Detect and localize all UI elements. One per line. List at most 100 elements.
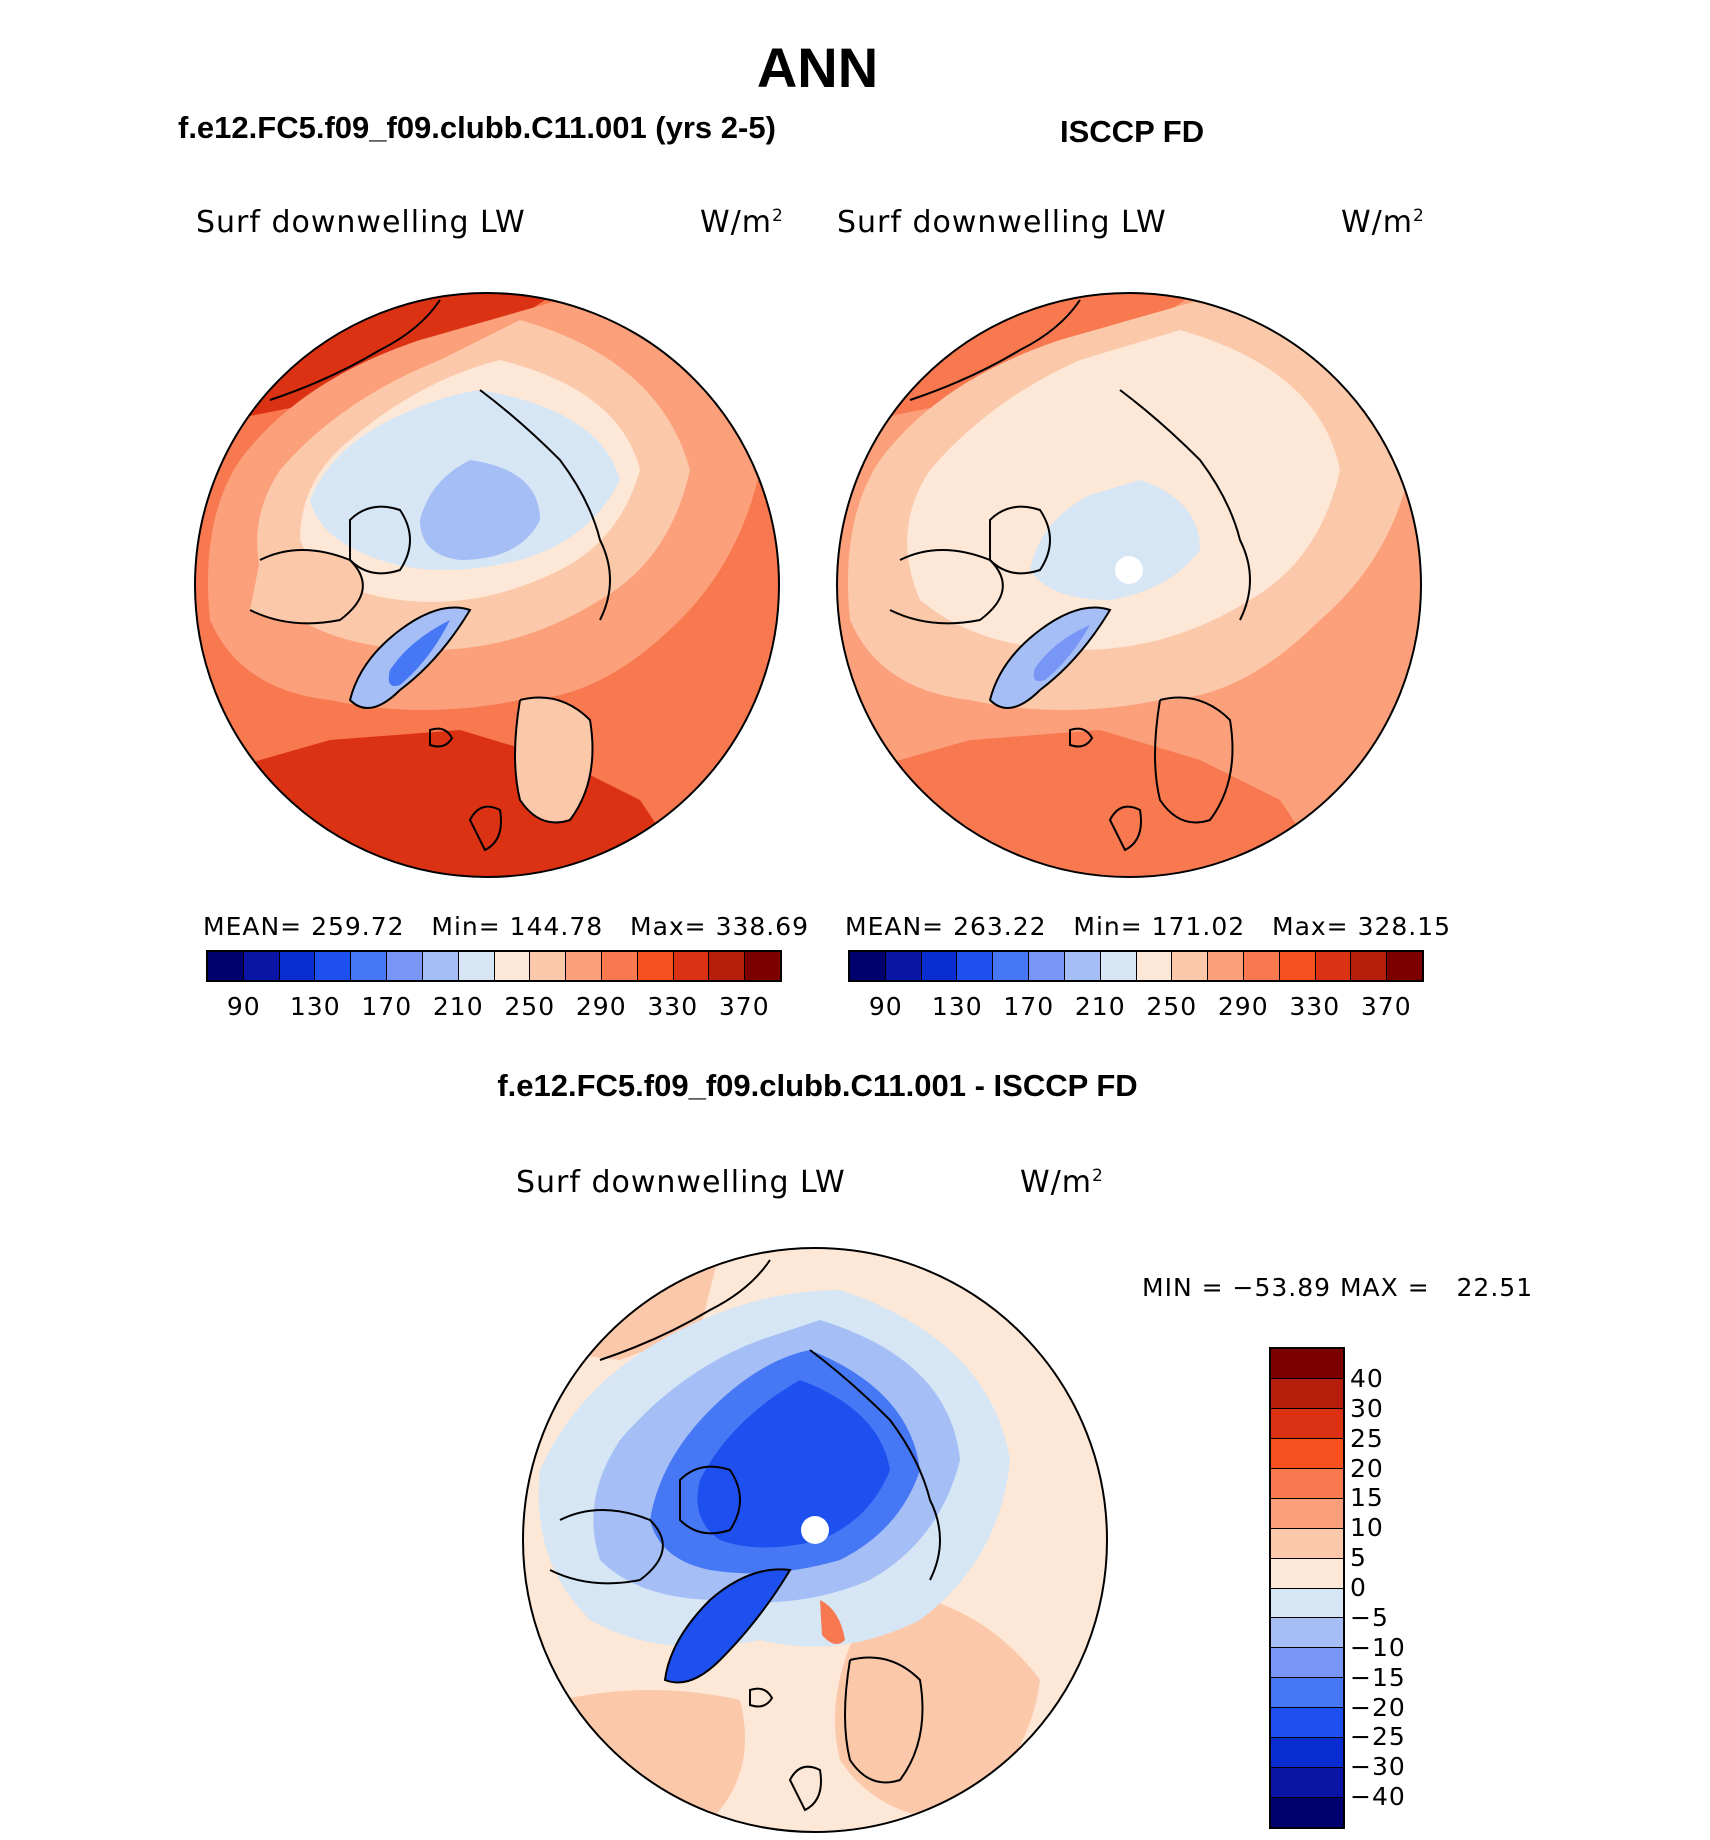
diff-colorbar-swatch-11	[1271, 1678, 1343, 1709]
left-colorbar-swatch-8	[494, 952, 531, 980]
left-stats: MEAN= 259.72 Min= 144.78 Max= 338.69	[203, 912, 809, 941]
left-case-title: f.e12.FC5.f09_f09.clubb.C11.001 (yrs 2-5…	[178, 110, 776, 145]
right-units-text: W/m	[1341, 205, 1413, 240]
diff-units-label: W/m2	[1020, 1165, 1104, 1200]
left-colorbar-swatch-3	[315, 952, 352, 980]
left-colorbar-tick-label: 90	[226, 992, 261, 1021]
right-colorbar-swatch-12	[1279, 952, 1316, 980]
left-field-hudson	[250, 550, 363, 624]
right-colorbar-swatch-2	[921, 952, 958, 980]
diff-colorbar-swatch-13	[1271, 1738, 1343, 1769]
diff-colorbar-swatch-12	[1271, 1708, 1343, 1739]
left-coast-greenland	[348, 606, 472, 709]
diff-field-europe-positive	[835, 1590, 1040, 1820]
diff-colorbar-tick-label: 0	[1350, 1573, 1367, 1602]
right-coast-greenland	[988, 606, 1112, 709]
diff-colorbar-tick-label: 25	[1350, 1423, 1384, 1453]
left-max-label: Max=	[630, 912, 707, 941]
left-units-text: W/m	[700, 205, 772, 240]
left-colorbar	[206, 950, 782, 982]
right-colorbar-tick-label: 130	[931, 992, 983, 1021]
left-coast-iceland	[429, 727, 454, 748]
diff-coast-siberia	[809, 1349, 941, 1581]
right-coast-iceland	[1069, 727, 1094, 748]
diff-colorbar-tick-label: 15	[1350, 1483, 1384, 1513]
diff-colorbar-swatch-0	[1271, 1349, 1343, 1379]
right-field-neutral-cool	[1030, 480, 1200, 600]
diff-colorbar-tick-label: −30	[1350, 1752, 1406, 1782]
left-coast-archipelago	[349, 505, 411, 575]
diff-max-label: MAX =	[1339, 1273, 1430, 1302]
right-field-pole-hole	[1115, 556, 1143, 584]
left-min-label: Min=	[431, 912, 501, 941]
left-variable-label: Surf downwelling LW	[196, 205, 526, 240]
left-coast-alaska	[269, 299, 441, 401]
diff-coast-britain	[788, 1765, 822, 1812]
diff-colorbar-swatch-15	[1271, 1798, 1343, 1827]
diff-colorbar-tick-label: −10	[1350, 1632, 1406, 1662]
diff-colorbar-tick-label: 40	[1350, 1363, 1384, 1393]
right-colorbar-tick-label: 330	[1289, 992, 1341, 1021]
left-min-value: 144.78	[509, 912, 604, 941]
diff-colorbar-tick-label: −25	[1350, 1722, 1406, 1752]
left-coast-britain	[468, 805, 502, 852]
right-colorbar-tick-label: 250	[1146, 992, 1198, 1021]
diff-coast-hudson	[549, 1509, 664, 1585]
right-units-label: W/m2	[1341, 205, 1425, 240]
right-stats: MEAN= 263.22 Min= 171.02 Max= 328.15	[845, 912, 1451, 941]
diff-field-positive-spot	[820, 1600, 845, 1644]
left-colorbar-tick-label: 250	[504, 992, 556, 1021]
diff-colorbar-tick-label: −15	[1350, 1662, 1406, 1692]
diff-coast-archipelago	[679, 1465, 741, 1535]
diff-colorbar-swatch-4	[1271, 1468, 1343, 1499]
diff-minmax: MIN = −53.89 MAX = 22.51	[1142, 1273, 1533, 1302]
right-coast-britain	[1108, 805, 1142, 852]
diff-colorbar-swatch-14	[1271, 1768, 1343, 1799]
left-colorbar-swatch-5	[387, 952, 423, 980]
diff-colorbar-swatch-3	[1271, 1438, 1343, 1469]
right-colorbar-swatch-4	[993, 952, 1030, 980]
right-mean-label: MEAN=	[845, 912, 945, 941]
left-colorbar-tick-label: 290	[575, 992, 627, 1021]
diff-max-value: 22.51	[1456, 1273, 1534, 1302]
right-colorbar-swatch-10	[1208, 952, 1244, 980]
right-colorbar-swatch-14	[1351, 952, 1388, 980]
right-max-label: Max=	[1272, 912, 1349, 941]
diff-colorbar-swatch-9	[1271, 1618, 1343, 1649]
diff-units-sup: 2	[1092, 1166, 1104, 1186]
diff-polar-map	[523, 1248, 1107, 1832]
diff-min-value: −53.89	[1232, 1273, 1332, 1302]
right-colorbar-tick-label: 90	[868, 992, 903, 1021]
left-colorbar-tick-label: 370	[718, 992, 770, 1021]
diff-colorbar-tick-label: −20	[1350, 1692, 1406, 1722]
left-colorbar-swatch-0	[208, 952, 244, 980]
left-colorbar-swatch-9	[530, 952, 567, 980]
left-field-ice	[420, 460, 540, 560]
left-colorbar-swatch-7	[458, 952, 495, 980]
diff-colorbar-swatch-10	[1271, 1648, 1343, 1679]
diff-variable-label: Surf downwelling LW	[516, 1165, 846, 1200]
diff-field-greenland-negative	[665, 1569, 790, 1683]
right-colorbar-swatch-1	[885, 952, 922, 980]
right-coast-siberia	[1119, 389, 1251, 621]
left-colorbar-tick-label: 170	[361, 992, 413, 1021]
right-coast-hudson	[889, 549, 1004, 625]
diff-colorbar-swatch-7	[1271, 1558, 1343, 1589]
right-colorbar-swatch-9	[1172, 952, 1209, 980]
diff-coast-alaska	[599, 1259, 771, 1361]
diff-colorbar-tick-label: 10	[1350, 1513, 1384, 1543]
diff-colorbar-swatch-1	[1271, 1378, 1343, 1409]
diff-field-atlantic-positive	[560, 1690, 745, 1830]
right-units-sup: 2	[1413, 206, 1425, 226]
right-colorbar	[848, 950, 1424, 982]
diff-colorbar-tick-label: −40	[1350, 1782, 1406, 1812]
left-colorbar-swatch-1	[243, 952, 280, 980]
diff-min-label: MIN =	[1142, 1273, 1224, 1302]
right-case-title: ISCCP FD	[1060, 114, 1205, 149]
left-units-label: W/m2	[700, 205, 784, 240]
left-coast-siberia	[479, 389, 611, 621]
right-colorbar-swatch-0	[850, 952, 886, 980]
diff-units-text: W/m	[1020, 1165, 1092, 1200]
right-colorbar-swatch-13	[1315, 952, 1352, 980]
